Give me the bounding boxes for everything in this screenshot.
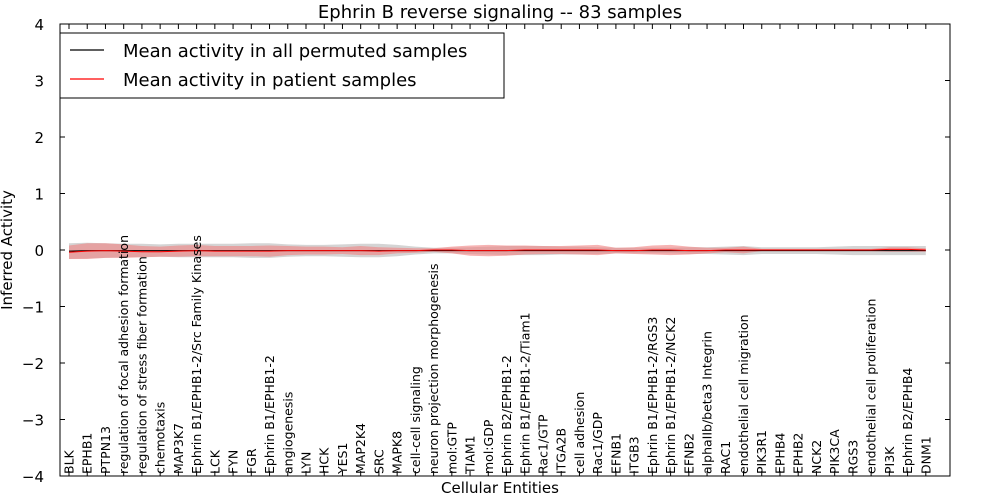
x-tick-label: EPHB2 — [791, 433, 806, 474]
y-tick-label: 4 — [34, 16, 44, 34]
x-tick-label: PI3K — [882, 446, 897, 474]
x-tick-label: cell adhesion — [572, 392, 587, 474]
x-tick-label: regulation of focal adhesion formation — [116, 235, 131, 474]
series-lines — [68, 248, 926, 253]
x-tick-label: Ephrin B2/EPHB1-2 — [499, 355, 514, 474]
x-tick-label: YES1 — [335, 443, 350, 475]
x-tick-label: EFNB2 — [681, 433, 696, 474]
x-tick-label: BLK — [62, 449, 77, 474]
x-tick-label: DNM1 — [918, 436, 933, 474]
x-tick-label: PIK3CA — [827, 429, 842, 474]
x-tick-label: FYN — [226, 450, 241, 474]
y-tick-label: 3 — [34, 73, 44, 91]
x-tick-label: Rac1/GDP — [590, 412, 605, 474]
x-tick-label: MAP2K4 — [353, 423, 368, 474]
x-tick-label: HCK — [317, 447, 332, 474]
x-tick-label: Ephrin B1/EPHB1-2/Tiam1 — [517, 312, 532, 474]
y-tick-label: −4 — [22, 468, 44, 486]
x-tick-label: mol:GTP — [444, 422, 459, 474]
x-tick-label: RGS3 — [845, 440, 860, 474]
y-axis: 4 3 2 1 0 −1 −2 −3 −4 — [22, 16, 950, 486]
x-tick-label: PIK3R1 — [754, 430, 769, 474]
y-tick-label: 0 — [34, 242, 44, 260]
x-tick-label: Ephrin B1/EPHB1-2/NCK2 — [663, 317, 678, 474]
x-tick-label: PTPN13 — [98, 426, 113, 474]
x-tick-label: alphaIIb/beta3 Integrin — [700, 331, 715, 474]
x-axis-label: Cellular Entities — [441, 479, 559, 497]
y-axis-label: Inferred Activity — [0, 190, 16, 310]
x-tick-label: ITGA2B — [554, 428, 569, 474]
x-tick-label: chemotaxis — [153, 402, 168, 474]
y-tick-label: −2 — [22, 355, 44, 373]
x-tick-label: SRC — [371, 449, 386, 474]
x-tick-label: FGR — [244, 448, 259, 474]
legend-label-patient: Mean activity in patient samples — [123, 70, 417, 91]
x-tick-label: LCK — [207, 449, 222, 474]
x-tick-label: TIAM1 — [463, 435, 478, 475]
x-tick-label: EPHB4 — [773, 433, 788, 474]
x-tick-label: ITGB3 — [627, 436, 642, 474]
x-tick-label: NCK2 — [809, 440, 824, 474]
x-tick-label: MAP3K7 — [171, 423, 186, 474]
chart-title: Ephrin B reverse signaling -- 83 samples — [318, 2, 682, 23]
y-tick-label: −1 — [22, 299, 44, 317]
legend-box — [59, 32, 505, 99]
x-tick-label: Rac1/GTP — [536, 414, 551, 474]
x-tick-label: EPHB1 — [80, 433, 95, 474]
legend-label-permuted: Mean activity in all permuted samples — [123, 41, 467, 62]
x-tick-label: Ephrin B1/EPHB1-2 — [262, 355, 277, 474]
x-tick-label: LYN — [299, 452, 314, 474]
x-tick-label: MAPK8 — [390, 431, 405, 474]
x-tick-label: EFNB1 — [608, 433, 623, 474]
y-tick-label: 1 — [34, 186, 44, 204]
x-tick-label: mol:GDP — [481, 419, 496, 474]
x-axis: BLK EPHB1 PTPN13 regulation of focal adhesi… — [62, 24, 933, 476]
x-tick-label: Ephrin B1/EPHB1-2/RGS3 — [645, 317, 660, 474]
line-series-1 — [68, 248, 926, 253]
legend: Mean activity in all permuted samples Me… — [59, 32, 505, 99]
x-tick-label: Ephrin B1/EPHB1-2/Src Family Kinases — [189, 235, 204, 474]
x-tick-label: endothelial cell proliferation — [864, 299, 879, 474]
x-tick-label: angiogenesis — [280, 392, 295, 474]
x-tick-label: cell-cell signaling — [408, 366, 423, 474]
x-tick-label: RAC1 — [718, 441, 733, 474]
x-tick-label: neuron projection morphogenesis — [426, 263, 441, 474]
y-tick-label: 2 — [34, 129, 44, 147]
x-tick-label: endothelial cell migration — [736, 314, 751, 474]
y-tick-label: −3 — [22, 412, 44, 430]
x-tick-label: regulation of stress fiber formation — [134, 256, 149, 474]
x-tick-label: Ephrin B2/EPHB4 — [900, 368, 915, 474]
